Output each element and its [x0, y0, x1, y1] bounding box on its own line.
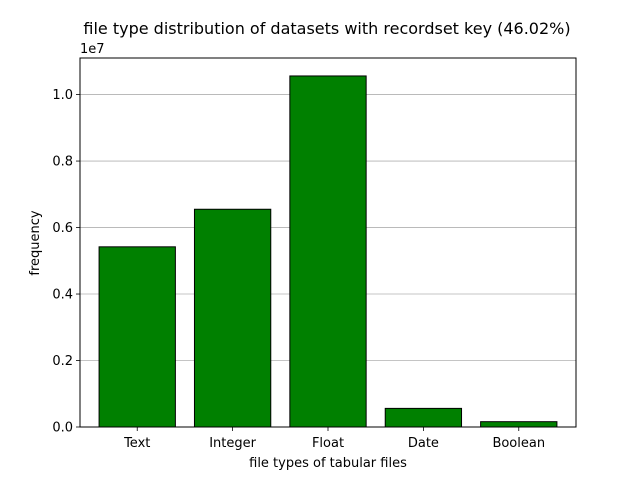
x-tick-label-integer: Integer [209, 436, 256, 451]
ticks: 0.0 0.2 0.4 0.6 0.8 1.0 Text Integer Float Date Bo… [52, 88, 545, 451]
bar-date [384, 407, 463, 428]
bars [98, 75, 558, 428]
bar-text [98, 246, 176, 428]
y-axis-offset-label: 1e7 [80, 42, 105, 57]
bar-float [289, 75, 367, 428]
y-tick-label-4: 0.8 [52, 155, 73, 170]
chart-title: file type distribution of datasets with … [83, 19, 570, 38]
x-tick-label-date: Date [408, 436, 439, 451]
y-tick-label-5: 1.0 [52, 88, 73, 103]
x-tick-label-boolean: Boolean [492, 436, 545, 451]
bar-integer [193, 208, 272, 428]
y-tick-label-0: 0.0 [52, 421, 73, 436]
bar-boolean [480, 421, 558, 428]
x-tick-label-float: Float [312, 436, 344, 451]
y-axis-label: frequency [28, 210, 43, 276]
x-axis-label: file types of tabular files [249, 456, 407, 471]
y-tick-label-2: 0.4 [52, 288, 73, 303]
y-tick-label-3: 0.6 [52, 221, 73, 236]
y-tick-label-1: 0.2 [52, 354, 73, 369]
x-tick-label-text: Text [123, 436, 150, 451]
